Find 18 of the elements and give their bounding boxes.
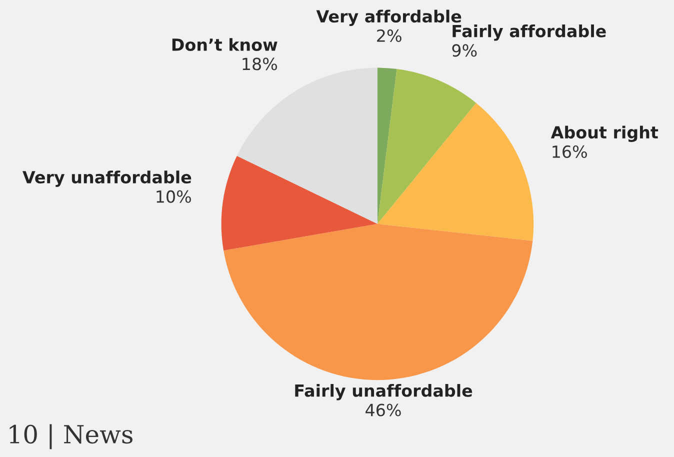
data-label: 9% — [452, 44, 477, 57]
data-label: 10% — [156, 190, 191, 203]
slice-label: Fairly unaffordable — [295, 384, 472, 400]
slice-label: About right — [550, 126, 658, 142]
data-label: 16% — [552, 145, 587, 158]
text: 10 | News — [10, 424, 132, 450]
pie-slice — [377, 68, 397, 224]
data-label: 46% — [366, 404, 401, 416]
slice-label: Don’t know — [172, 38, 278, 52]
data-label: 18% — [242, 58, 278, 70]
slice-label: Very affordable — [316, 10, 462, 26]
pie-slice — [377, 68, 476, 224]
pie-slice — [224, 224, 533, 380]
data-label: 2% — [377, 29, 402, 42]
slice-label: Fairly affordable — [452, 24, 606, 41]
pie-slice — [221, 156, 378, 251]
slice-label: Very unaffordable — [22, 170, 192, 187]
pie-slice — [377, 102, 534, 241]
